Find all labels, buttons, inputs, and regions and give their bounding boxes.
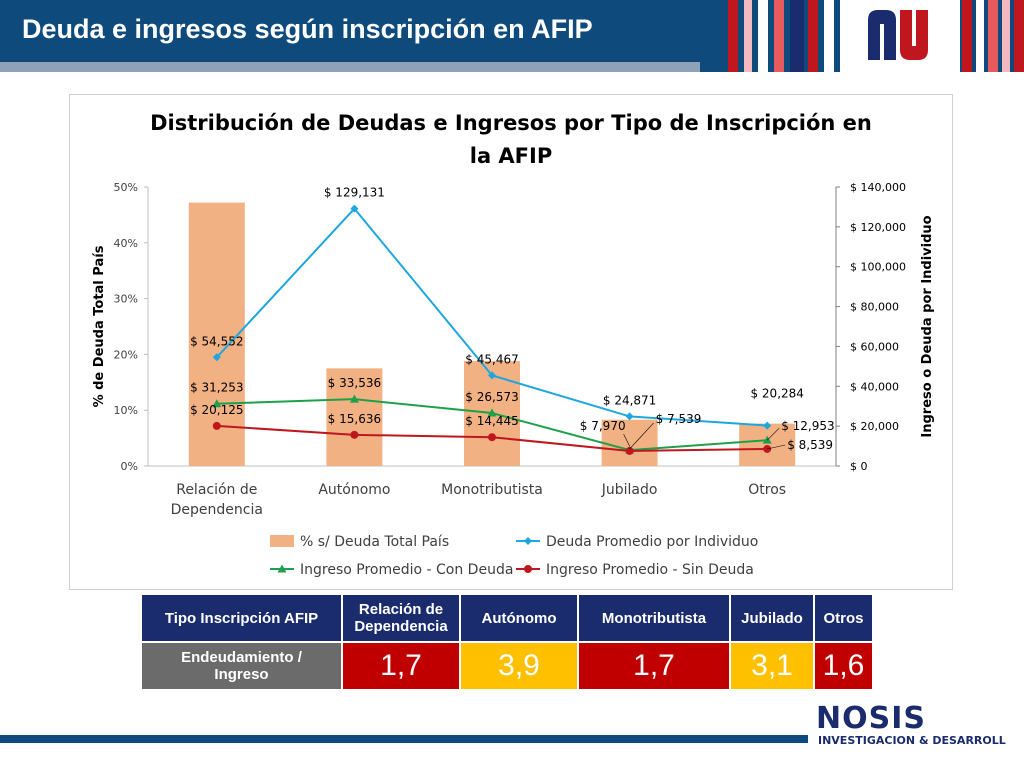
point-triangle (487, 408, 497, 417)
data-label: $ 33,536 (328, 376, 381, 390)
table-col-relacion: Relación de Dependencia (343, 595, 459, 641)
table-value-jubilado: 3,1 (731, 643, 813, 689)
chart-title-line: Distribución de Deudas e Ingresos por Ti… (150, 111, 872, 135)
point-circle (524, 565, 532, 573)
leader-line (767, 444, 786, 450)
x-tick-label: Otros (748, 482, 786, 498)
point-diamond (350, 204, 359, 213)
data-label: $ 20,125 (190, 403, 243, 417)
data-label: $ 8,539 (787, 438, 833, 452)
leader-line (623, 433, 630, 447)
data-label: $ 14,445 (465, 414, 518, 428)
table-value-relacion: 1,7 (343, 643, 459, 689)
y-tick-label: 40% (114, 237, 138, 250)
y-axis-title: % de Deuda Total País (92, 245, 107, 407)
x-tick-label: Dependencia (171, 502, 263, 518)
data-labels: $ 54,552 $ 129,131 $ 45,467 $ 24,871 $ 20,28… (190, 186, 835, 452)
data-label: $ 45,467 (465, 352, 518, 366)
legend-item: Ingreso Promedio - Sin Deuda (516, 562, 754, 578)
y2-tick-label: $ 140,000 (850, 181, 906, 194)
point-triangle (277, 564, 287, 573)
legend-label: % s/ Deuda Total País (300, 534, 449, 550)
legend-item: % s/ Deuda Total País (270, 534, 449, 550)
table-col-jubilado: Jubilado (731, 595, 813, 641)
data-label: $ 24,871 (603, 393, 656, 407)
page-title: Deuda e ingresos según inscripción en AF… (22, 14, 593, 44)
point-diamond (763, 421, 772, 430)
point-circle (350, 430, 359, 439)
table-value-monotributista: 1,7 (579, 643, 729, 689)
point-diamond (625, 412, 634, 421)
y-tick-label: 10% (114, 404, 138, 417)
bar (326, 368, 383, 466)
table-value-otros: 1,6 (815, 643, 872, 689)
table-row-label: Endeudamiento / Ingreso (142, 643, 341, 689)
y2-tick-label: $ 100,000 (850, 261, 906, 274)
point-circle (212, 421, 221, 430)
brand-mark-icon (868, 10, 928, 60)
logo-brand: NOSIS (816, 701, 926, 736)
y2-tick-label: $ 0 (850, 460, 868, 473)
point-diamond (212, 353, 221, 362)
table-col-autonomo: Autónomo (461, 595, 577, 641)
y2-tick-label: $ 120,000 (850, 221, 906, 234)
y2-tick-label: $ 40,000 (850, 380, 899, 393)
point-circle (625, 446, 634, 455)
data-label: $ 7,970 (580, 419, 626, 433)
y2-tick-label: $ 60,000 (850, 340, 899, 353)
y2-tick-label: $ 20,000 (850, 420, 899, 433)
chart-svg: Distribución de Deudas e Ingresos por Ti… (92, 111, 935, 578)
data-label: $ 31,253 (190, 381, 243, 395)
logo-subtitle: INVESTIGACION & DESARROLLO (818, 734, 1006, 747)
y-tick-label: 20% (114, 348, 138, 361)
y-tick-label: 30% (114, 293, 138, 306)
chart-legend: % s/ Deuda Total País Deuda Promedio por … (270, 534, 758, 578)
x-tick-label: Jubilado (601, 482, 658, 498)
legend-item: Deuda Promedio por Individuo (516, 534, 758, 550)
data-label: $ 129,131 (324, 186, 385, 200)
y-tick-label: 50% (114, 181, 138, 194)
legend-swatch (270, 535, 294, 547)
data-label: $ 26,573 (465, 390, 518, 404)
x-tick-label: Monotributista (441, 482, 543, 498)
point-diamond (488, 371, 496, 380)
header-stripes-decoration (700, 0, 1024, 72)
x-tick-label: Relación de (176, 482, 257, 498)
footer-bar (0, 735, 808, 743)
data-label: $ 54,552 (190, 334, 243, 348)
point-triangle (349, 394, 359, 403)
chart-axes: 0% 10% 20% 30% 40% 50% $ 0 $ 20,000 $ 40,000 $ 60… (92, 181, 935, 518)
data-label: $ 15,636 (328, 412, 381, 426)
data-label: $ 12,953 (781, 419, 834, 433)
table-col-monotributista: Monotributista (579, 595, 729, 641)
x-tick-label: Autónomo (318, 482, 390, 498)
legend-label: Ingreso Promedio - Sin Deuda (546, 562, 754, 578)
chart-title: Distribución de Deudas e Ingresos por Ti… (150, 111, 872, 168)
leader-line (629, 422, 654, 450)
ratio-table: Tipo Inscripción AFIP Relación de Depende… (140, 593, 874, 691)
y-tick-label: 0% (121, 460, 138, 473)
point-circle (488, 433, 496, 442)
data-label: $ 20,284 (750, 387, 803, 401)
legend-label: Deuda Promedio por Individuo (546, 534, 758, 550)
header-strip (0, 62, 960, 72)
legend-item: Ingreso Promedio - Con Deuda (270, 562, 513, 578)
bar (739, 423, 796, 466)
nosis-logo: NOSIS INVESTIGACION & DESARROLLO (816, 701, 1006, 747)
bar (601, 419, 658, 466)
point-triangle (762, 435, 772, 444)
y2-axis-title: Ingreso o Deuda por Individuo (920, 215, 935, 437)
point-triangle (212, 399, 222, 408)
point-diamond (524, 537, 532, 545)
legend-label: Ingreso Promedio - Con Deuda (300, 562, 513, 578)
table-header-label: Tipo Inscripción AFIP (142, 595, 341, 641)
table-col-otros: Otros (815, 595, 872, 641)
chart-title-line: la AFIP (470, 144, 552, 168)
bar-series (188, 202, 796, 466)
y2-tick-label: $ 80,000 (850, 301, 899, 314)
data-label: $ 7,539 (656, 412, 702, 426)
leader-line (766, 427, 780, 441)
table-value-autonomo: 3,9 (461, 643, 577, 689)
chart-frame: Distribución de Deudas e Ingresos por Ti… (69, 94, 953, 590)
